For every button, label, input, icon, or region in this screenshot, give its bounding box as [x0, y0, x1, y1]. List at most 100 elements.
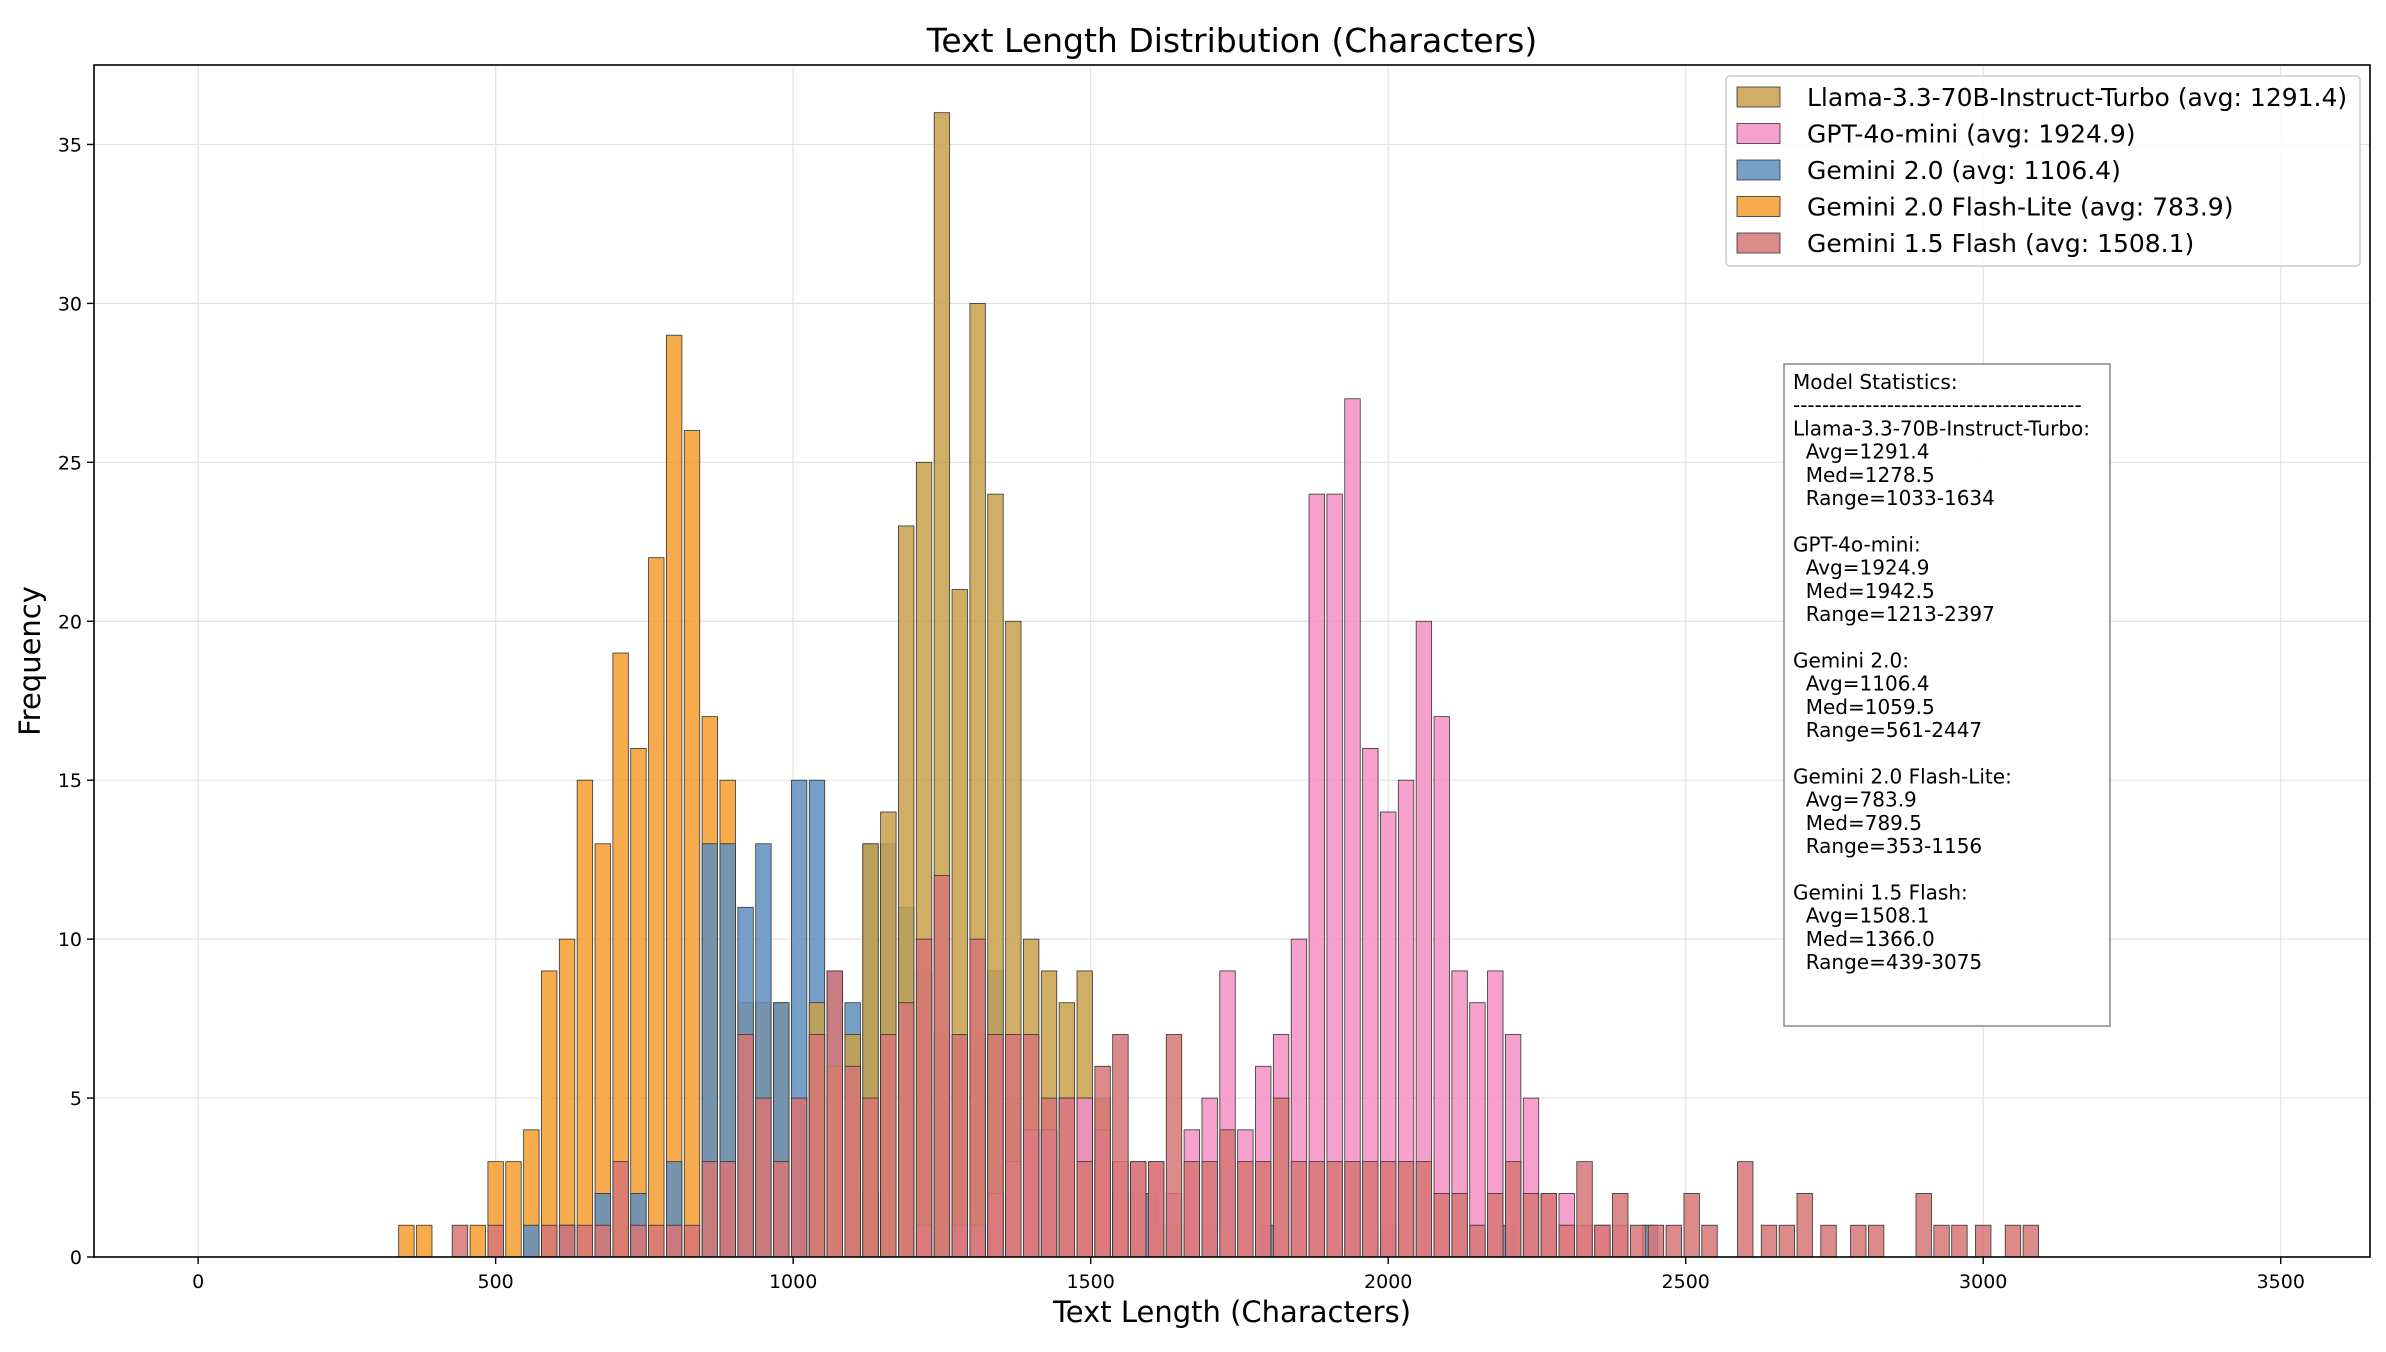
legend-swatch — [1736, 232, 1781, 254]
bar-gemini-1-5-flash — [1915, 1193, 1932, 1258]
stats-line: Range=561-2447 — [1793, 718, 1982, 742]
legend-swatch — [1736, 123, 1781, 144]
bar-gemini-1-5-flash — [1362, 1161, 1379, 1258]
bar-gemini-1-5-flash — [1505, 1161, 1522, 1258]
x-tick-label: 500 — [478, 1271, 514, 1293]
stats-line: Med=789.5 — [1793, 811, 1922, 835]
bar-gemini-1-5-flash — [1451, 1193, 1468, 1258]
bar-gemini-1-5-flash — [1487, 1193, 1504, 1258]
bar-gemini-1-5-flash — [683, 1224, 701, 1258]
bar-gemini-1-5-flash — [1076, 1161, 1093, 1258]
bar-gemini-1-5-flash — [1183, 1161, 1200, 1258]
bar-gemini-1-5-flash — [1975, 1224, 1992, 1258]
bar-gemini-1-5-flash — [1647, 1224, 1665, 1258]
bar-gemini-1-5-flash — [1629, 1224, 1647, 1258]
bar-gemini-1-5-flash — [1867, 1224, 1885, 1258]
stats-line: Avg=1291.4 — [1793, 440, 1930, 464]
bar-gemini-1-5-flash — [1933, 1224, 1950, 1258]
bar-gemini-1-5-flash — [1344, 1161, 1361, 1258]
bar-gemini-1-5-flash — [1058, 1097, 1076, 1258]
bar-gemini-1-5-flash — [1237, 1161, 1254, 1258]
bar-gemini-1-5-flash — [576, 1224, 594, 1258]
stats-line: Avg=1924.9 — [1793, 556, 1930, 580]
bar-gemini-1-5-flash — [1469, 1224, 1486, 1258]
legend-swatch — [1736, 159, 1781, 181]
bar-gemini-1-5-flash — [915, 938, 933, 1258]
bar-gpt-4o-mini — [1433, 716, 1450, 1258]
bar-gemini-1-5-flash — [808, 1034, 826, 1258]
stats-line: Med=1942.5 — [1793, 579, 1935, 603]
bar-gemini-1-5-flash — [630, 1224, 647, 1258]
bar-gemini-1-5-flash — [1612, 1193, 1629, 1258]
bar-gemini-2-0-flash-lite — [576, 779, 594, 1258]
bar-gemini-1-5-flash — [558, 1224, 576, 1258]
stats-line: Gemini 1.5 Flash: — [1793, 880, 1968, 904]
bar-gemini-1-5-flash — [1683, 1193, 1700, 1258]
y-tick-label: 25 — [58, 452, 82, 474]
bar-gemini-1-5-flash — [844, 1065, 861, 1258]
bar-gemini-1-5-flash — [648, 1224, 665, 1258]
bar-gemini-1-5-flash — [719, 1161, 736, 1258]
bar-gemini-1-5-flash — [1951, 1224, 1968, 1258]
stats-line: Llama-3.3-70B-Instruct-Turbo: — [1793, 416, 2090, 440]
bar-gemini-1-5-flash — [1130, 1161, 1147, 1258]
bar-gemini-1-5-flash — [594, 1224, 611, 1258]
stats-line: Model Statistics: — [1793, 370, 1958, 394]
bar-gemini-2-0-flash-lite — [648, 557, 665, 1258]
bar-gemini-1-5-flash — [826, 970, 843, 1258]
stats-line: Range=439-3075 — [1793, 950, 1982, 974]
bar-gemini-1-5-flash — [1272, 1097, 1290, 1258]
x-tick-label: 3000 — [1959, 1271, 2007, 1293]
stats-line: Avg=783.9 — [1793, 788, 1917, 812]
chart-title: Text Length Distribution (Characters) — [926, 21, 1537, 60]
bar-gemini-1-5-flash — [1415, 1161, 1433, 1258]
legend: Llama-3.3-70B-Instruct-Turbo (avg: 1291.… — [1725, 75, 2361, 267]
bar-gemini-1-5-flash — [1094, 1065, 1111, 1258]
bar-gemini-1-5-flash — [880, 1034, 897, 1258]
bar-gemini-1-5-flash — [1701, 1224, 1718, 1258]
bar-gemini-1-5-flash — [1308, 1161, 1325, 1258]
bar-gemini-2-0-flash-lite — [630, 748, 647, 1258]
legend-label: Llama-3.3-70B-Instruct-Turbo (avg: 1291.… — [1807, 83, 2347, 112]
bar-gemini-2-0-flash-lite — [541, 970, 558, 1258]
bar-gemini-1-5-flash — [1737, 1161, 1754, 1258]
stats-line: Avg=1106.4 — [1793, 672, 1930, 696]
bar-gemini-1-5-flash — [541, 1224, 558, 1258]
bar-gemini-1-5-flash — [1023, 1034, 1040, 1258]
legend-label: Gemini 2.0 (avg: 1106.4) — [1807, 156, 2121, 185]
legend-frame — [1725, 75, 2361, 267]
stats-line: GPT-4o-mini: — [1793, 532, 1921, 556]
bar-gemini-1-5-flash — [666, 1224, 683, 1258]
bar-gemini-2-0-flash-lite — [398, 1224, 415, 1258]
bar-gemini-1-5-flash — [1558, 1224, 1575, 1258]
stats-line: ---------------------------------------- — [1793, 393, 2082, 417]
bar-gemini-1-5-flash — [862, 1097, 879, 1258]
stats-line: Gemini 2.0: — [1793, 648, 1909, 672]
bar-gemini-1-5-flash — [1165, 1034, 1183, 1258]
bar-gemini-1-5-flash — [755, 1097, 772, 1258]
bar-gemini-1-5-flash — [451, 1224, 469, 1258]
bar-gemini-1-5-flash — [487, 1224, 504, 1258]
bar-gemini-1-5-flash — [1326, 1161, 1343, 1258]
stats-line: Avg=1508.1 — [1793, 904, 1930, 928]
bar-gemini-1-5-flash — [933, 875, 951, 1258]
bar-gemini-1-5-flash — [2004, 1224, 2022, 1258]
bar-gemini-1-5-flash — [898, 1002, 915, 1258]
bar-gemini-1-5-flash — [701, 1161, 718, 1258]
bar-gemini-1-5-flash — [1540, 1193, 1557, 1258]
bar-gemini-1-5-flash — [1380, 1161, 1397, 1258]
bar-gemini-1-5-flash — [1397, 1161, 1415, 1258]
bar-gemini-1-5-flash — [1290, 1161, 1308, 1258]
stats-box: Model Statistics:-----------------------… — [1783, 363, 2111, 1027]
bar-gemini-1-5-flash — [1148, 1161, 1165, 1258]
bar-gemini-1-5-flash — [1201, 1161, 1218, 1258]
y-tick-label: 20 — [58, 611, 82, 633]
bar-gemini-1-5-flash — [1850, 1224, 1867, 1258]
x-tick-label: 1500 — [1067, 1271, 1115, 1293]
y-tick-label: 35 — [58, 134, 82, 156]
x-axis-title: Text Length (Characters) — [1052, 1295, 1411, 1329]
stats-line: Med=1366.0 — [1793, 927, 1935, 951]
bar-gpt-4o-mini — [1469, 1002, 1486, 1258]
bar-gpt-4o-mini — [1344, 398, 1361, 1258]
